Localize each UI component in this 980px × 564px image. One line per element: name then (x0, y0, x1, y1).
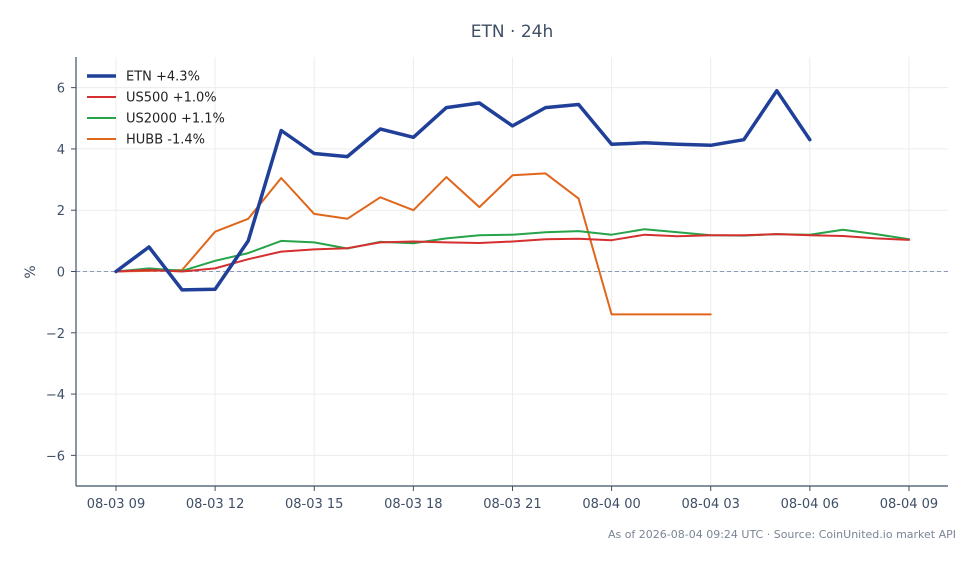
y-tick-label: 0 (57, 266, 65, 281)
x-tick-label: 08-03 21 (483, 497, 541, 512)
chart-title: ETN · 24h (471, 22, 553, 42)
y-tick-label: −2 (46, 327, 65, 342)
series-line (115, 172, 712, 316)
footer-note: As of 2026-08-04 09:24 UTC · Source: Coi… (608, 528, 956, 541)
y-tick-label: −4 (46, 388, 65, 403)
series-lines (114, 88, 910, 316)
legend-label: ETN +4.3% (126, 70, 200, 85)
x-tick-label: 08-04 09 (880, 497, 938, 512)
x-tick-label: 08-03 09 (87, 497, 145, 512)
x-tick-label: 08-03 15 (285, 497, 343, 512)
legend-label: HUBB -1.4% (126, 133, 205, 148)
y-axis-label: % (23, 265, 39, 278)
x-tick-label: 08-04 06 (781, 497, 839, 512)
legend-label: US2000 +1.1% (126, 112, 225, 127)
series-line (114, 88, 812, 292)
series-line (115, 233, 910, 273)
y-tick-label: 6 (57, 82, 65, 97)
y-tick-label: 4 (57, 143, 65, 158)
legend: ETN +4.3% US500 +1.0% US2000 +1.1% HUBB -1.… (87, 70, 225, 148)
y-tick-label: 2 (57, 204, 65, 219)
x-tick-label: 08-03 18 (384, 497, 442, 512)
x-tick-label: 08-03 12 (186, 497, 244, 512)
legend-label: US500 +1.0% (126, 91, 217, 106)
axes: 08-03 09 08-03 12 08-03 15 08-03 18 08-03 21… (46, 57, 948, 512)
x-tick-label: 08-04 00 (582, 497, 640, 512)
y-tick-label: −6 (46, 449, 65, 464)
x-tick-label: 08-04 03 (681, 497, 739, 512)
